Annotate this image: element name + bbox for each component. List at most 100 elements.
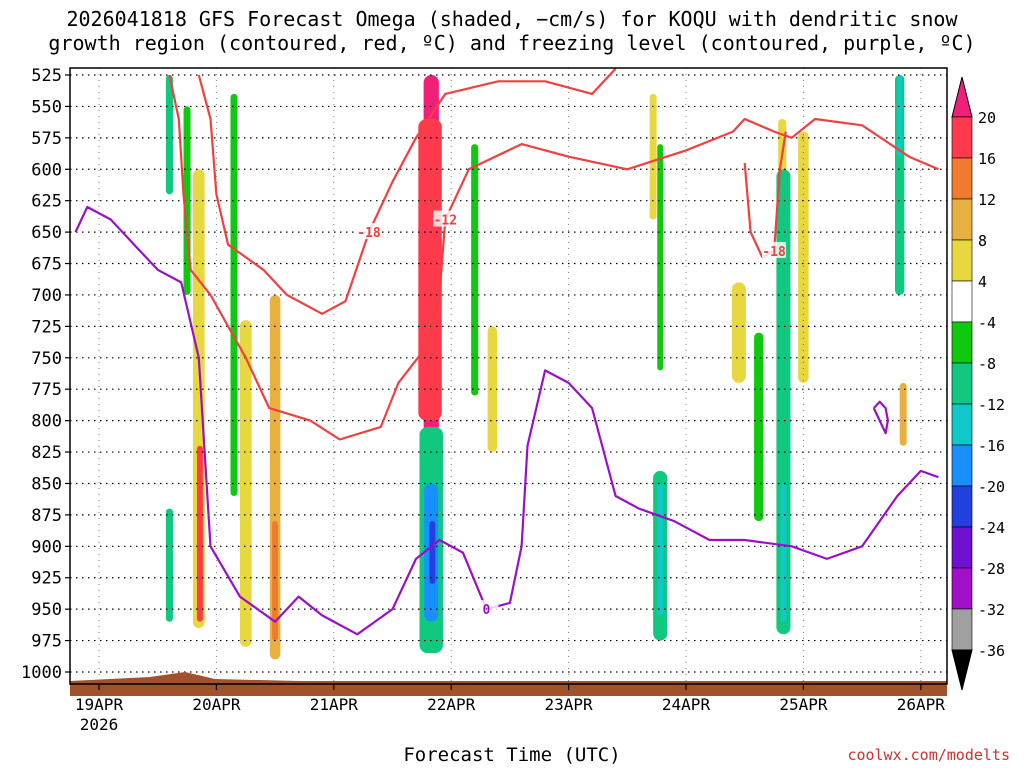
x-tick-label: 25APR <box>779 695 828 714</box>
omega-shade-cell <box>657 483 664 616</box>
omega-shade-cell <box>429 521 436 585</box>
y-tick-label: 775 <box>31 380 62 400</box>
omega-shade-cell <box>418 118 442 421</box>
omega-shade-cell <box>649 93 657 220</box>
omega-shade-cell <box>798 131 809 383</box>
grid <box>70 68 947 684</box>
y-tick-label: 800 <box>31 412 62 432</box>
colorbar-bin <box>951 567 973 610</box>
x-axis: 19APR 20APR 21APR 22APR 23APR 24APR 25APR 26APR… <box>75 684 945 734</box>
omega-shade-cell <box>899 382 907 446</box>
dgz-contour-label: -18 <box>357 226 381 241</box>
y-tick-label: 875 <box>31 506 62 526</box>
plot-frame <box>69 67 948 685</box>
x-tick-label: 21APR <box>310 695 359 714</box>
x-tick-label: 22APR <box>427 695 476 714</box>
chart-title-line-2: growth region (contoured, red, ºC) and f… <box>48 31 976 55</box>
y-tick-label: 975 <box>31 632 62 652</box>
y-tick-label: 600 <box>31 160 62 180</box>
x-tick-label: 23APR <box>545 695 594 714</box>
colorbar-label: -4 <box>978 314 996 332</box>
x-tick-label: 24APR <box>662 695 711 714</box>
colorbar-bin <box>951 485 973 528</box>
y-tick-label: 700 <box>31 286 62 306</box>
y-tick-label: 825 <box>31 443 62 463</box>
colorbar-label: -24 <box>978 519 1005 537</box>
freezing-level-contour-label: 0 <box>483 603 491 618</box>
dgz-contour <box>197 68 617 315</box>
colorbar-bin <box>951 362 973 405</box>
omega-shade-cell <box>487 326 497 453</box>
colorbar-label: -20 <box>978 478 1005 496</box>
y-tick-label: 850 <box>31 474 62 494</box>
dgz-contour-label-bg <box>433 210 458 227</box>
colorbar-label: 12 <box>978 191 996 209</box>
omega-shade-cell <box>471 144 479 396</box>
credit-link[interactable]: coolwx.com/modelts <box>847 746 1010 764</box>
y-tick-label: 550 <box>31 97 62 117</box>
colorbar-bin <box>951 403 973 446</box>
omega-shade-cell <box>165 508 173 622</box>
colorbar-label: -32 <box>978 601 1005 619</box>
x-tick-label: 19APR <box>75 695 124 714</box>
colorbar-bin <box>951 608 973 651</box>
colorbar-label: 8 <box>978 232 987 250</box>
colorbar-label: -16 <box>978 437 1005 455</box>
colorbar-label: 16 <box>978 150 996 168</box>
y-tick-label: 925 <box>31 569 62 589</box>
x-tick-label: 20APR <box>192 695 241 714</box>
omega-shade-cell <box>272 521 279 641</box>
y-tick-label: 725 <box>31 317 62 337</box>
omega-shade-cell <box>197 445 203 622</box>
y-tick-label: 525 <box>31 66 62 86</box>
colorbar-label: 4 <box>978 273 987 291</box>
y-axis: 525 550 575 600 625 650 675 700 725 750 775 800 825 8… <box>21 66 70 683</box>
omega-shade-cell <box>754 332 764 522</box>
colorbar: 20 16 12 8 4 -4 -8 -12 -16 -20 -24 -28 -32 -36 <box>951 76 1005 691</box>
omega-shade-cell <box>897 75 903 157</box>
y-tick-label: 950 <box>31 600 62 620</box>
dgz-contour <box>168 74 939 441</box>
y-tick-label: 900 <box>31 537 62 557</box>
colorbar-bin <box>951 239 973 282</box>
y-tick-label: 1000 <box>21 663 62 683</box>
y-tick-label: 575 <box>31 129 62 149</box>
colorbar-bin <box>951 116 973 159</box>
omega-shade-cell <box>230 93 238 497</box>
colorbar-bin <box>951 157 973 200</box>
omega-shade-cell <box>731 282 746 383</box>
colorbar-bin <box>951 526 973 569</box>
dgz-contour-label-bg <box>357 223 382 240</box>
dgz-contour-label-bg <box>762 241 787 258</box>
dgz-contour-label: -18 <box>762 245 786 260</box>
omega-shade-cell <box>776 169 791 635</box>
x-axis-label: Forecast Time (UTC) <box>403 744 621 766</box>
y-tick-label: 675 <box>31 255 62 275</box>
x-tick-label: 26APR <box>897 695 946 714</box>
colorbar-label: -36 <box>978 642 1005 660</box>
colorbar-bin <box>951 321 973 364</box>
colorbar-bottom-extend <box>951 649 973 691</box>
y-tick-label: 650 <box>31 223 62 243</box>
omega-shade-cell <box>165 75 173 195</box>
freezing-level-contour <box>872 400 890 435</box>
colorbar-label: 20 <box>978 109 996 127</box>
omega-shade-cell <box>780 483 787 622</box>
contours: -12 -18 -18 0 <box>74 68 939 636</box>
omega-shade-cell <box>657 144 664 371</box>
y-tick-label: 750 <box>31 349 62 369</box>
colorbar-label: -12 <box>978 396 1005 414</box>
colorbar-bin <box>951 444 973 487</box>
colorbar-label: -28 <box>978 560 1005 578</box>
y-tick-label: 625 <box>31 192 62 212</box>
chart-title-line-1: 2026041818 GFS Forecast Omega (shaded, −… <box>66 7 958 31</box>
omega-shade-cell <box>239 320 252 647</box>
freezing-level-contour-label-bg <box>474 600 499 617</box>
colorbar-bin <box>951 280 973 323</box>
colorbar-bin <box>951 198 973 241</box>
colorbar-label: -8 <box>978 355 996 373</box>
x-year-label: 2026 <box>80 715 119 734</box>
colorbar-top-extend <box>951 76 973 118</box>
dgz-contour-label: -12 <box>434 214 457 229</box>
